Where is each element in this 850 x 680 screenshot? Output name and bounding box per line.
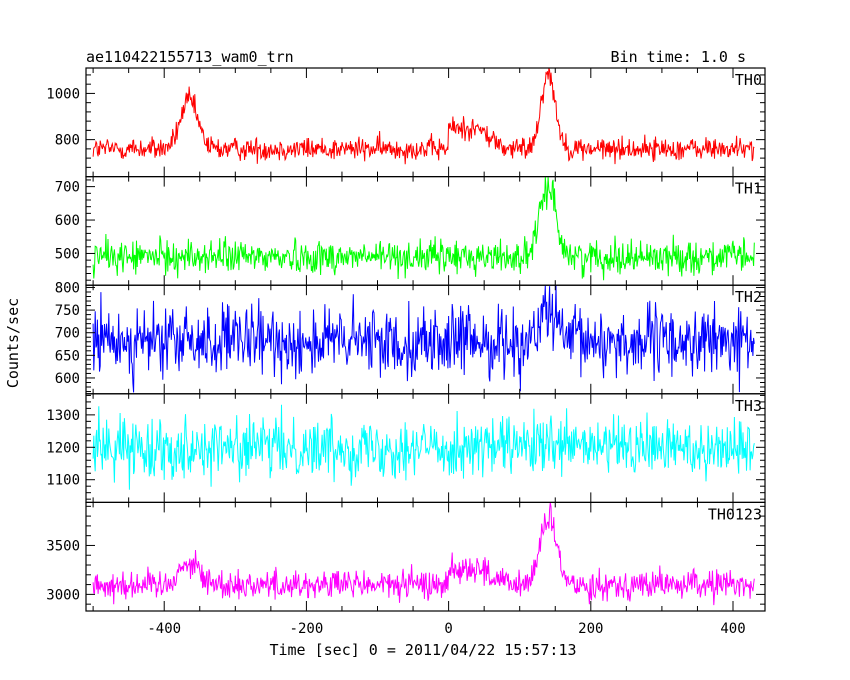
- series-line-th0: [92, 67, 755, 165]
- y-tick-label-th0: 800: [55, 133, 80, 149]
- y-tick-label-th0: 1000: [46, 86, 80, 102]
- y-tick-label-th0123: 3500: [46, 538, 80, 554]
- series-line-th0123: [92, 502, 755, 606]
- series-line-th2: [92, 285, 755, 393]
- panel-frame-th0123: [85, 501, 766, 612]
- y-tick-label-th3: 1100: [46, 473, 80, 489]
- x-tick-label: 0: [444, 621, 452, 637]
- chart-title-left: ae110422155713_wam0_trn: [86, 48, 294, 66]
- y-tick-label-th1: 600: [55, 213, 80, 229]
- panel-frame-th0: [85, 67, 766, 178]
- y-tick-label-th1: 700: [55, 180, 80, 196]
- y-axis-label: Counts/sec: [4, 298, 22, 388]
- x-tick-label: -200: [290, 621, 324, 637]
- panel-label-th3: TH3: [735, 397, 762, 415]
- panel-label-th2: TH2: [735, 288, 762, 306]
- x-tick-label: 400: [720, 621, 745, 637]
- series-line-th3: [92, 404, 755, 490]
- y-tick-label-th3: 1200: [46, 440, 80, 456]
- panel-label-th0123: TH0123: [708, 505, 762, 523]
- chart-title-right: Bin time: 1.0 s: [611, 48, 746, 66]
- series-line-th1: [92, 176, 755, 281]
- y-tick-label-th1: 500: [55, 246, 80, 262]
- y-tick-label-th2: 650: [55, 348, 80, 364]
- y-tick-label-th2: 750: [55, 303, 80, 319]
- x-axis-label: Time [sec] 0 = 2011/04/22 15:57:13: [269, 641, 576, 659]
- y-tick-label-th2: 700: [55, 326, 80, 342]
- y-tick-label-th2: 800: [55, 280, 80, 296]
- x-tick-label: 200: [578, 621, 603, 637]
- x-tick-label: -400: [147, 621, 181, 637]
- y-tick-label-th0123: 3000: [46, 587, 80, 603]
- panel-label-th1: TH1: [735, 180, 762, 198]
- y-tick-label-th2: 600: [55, 371, 80, 387]
- y-tick-label-th3: 1300: [46, 408, 80, 424]
- panel-label-th0: TH0: [735, 71, 762, 89]
